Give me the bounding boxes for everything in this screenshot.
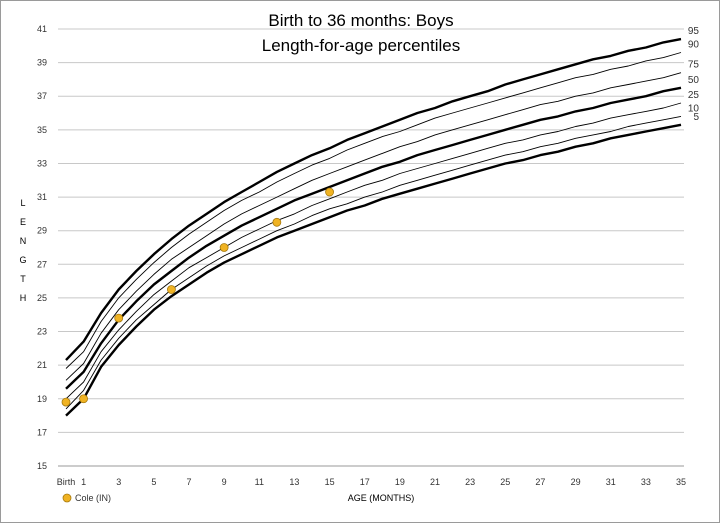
x-tick-label: 33: [641, 477, 651, 487]
percentile-label-50: 50: [688, 75, 700, 86]
x-tick-label: 3: [116, 477, 121, 487]
x-tick-label: 15: [325, 477, 335, 487]
x-tick-label: 23: [465, 477, 475, 487]
data-point: [272, 217, 282, 227]
percentile-line-95: [65, 37, 682, 361]
y-tick-label: 25: [37, 293, 47, 303]
legend-marker: [62, 493, 72, 503]
percentile-label-75: 75: [688, 60, 700, 71]
data-point: [61, 397, 71, 407]
data-point: [325, 187, 334, 197]
y-tick-label: 17: [37, 427, 47, 437]
y-tick-label: 33: [37, 158, 47, 168]
legend-label: Cole (IN): [75, 493, 111, 503]
percentile-label-10: 10: [688, 103, 700, 114]
y-tick-label: 35: [37, 125, 47, 135]
percentile-line-75: [65, 72, 682, 381]
x-tick-label: 25: [500, 477, 510, 487]
grid-layer: [58, 28, 684, 467]
percentile-line-50: [65, 86, 682, 390]
y-tick-label: 19: [37, 394, 47, 404]
x-tick-label: 5: [151, 477, 156, 487]
y-tick-label: 37: [37, 91, 47, 101]
percentile-line-90: [65, 52, 682, 369]
x-tick-label: 31: [606, 477, 616, 487]
points-layer: [61, 187, 334, 407]
y-tick-label: 39: [37, 58, 47, 68]
data-point: [79, 394, 88, 404]
x-tick-label: 29: [571, 477, 581, 487]
percentile-line-5: [65, 123, 682, 417]
y-tick-label: 27: [37, 259, 47, 269]
x-tick-label: 7: [186, 477, 191, 487]
x-tick-label: 1: [81, 477, 86, 487]
x-tick-label: 19: [395, 477, 405, 487]
y-tick-label: 31: [37, 192, 47, 202]
series-layer: [65, 37, 682, 417]
y-tick-label: 23: [37, 327, 47, 337]
y-tick-label: 41: [37, 24, 47, 34]
legend: Cole (IN): [62, 493, 111, 503]
x-tick-label: 27: [535, 477, 545, 487]
x-tick-label: 9: [222, 477, 227, 487]
percentile-label-90: 90: [688, 40, 700, 51]
y-tick-label: 29: [37, 226, 47, 236]
x-tick-label: Birth: [57, 477, 76, 487]
percentile-label-5: 5: [693, 112, 699, 123]
percentile-line-25: [65, 102, 682, 400]
data-point: [114, 313, 124, 323]
x-tick-label: 35: [676, 477, 686, 487]
data-point: [219, 243, 229, 252]
x-tick-label: 21: [430, 477, 440, 487]
chart-subtitle: Length-for-age percentiles: [262, 36, 460, 55]
x-tick-label: 17: [360, 477, 370, 487]
y-tick-label: 21: [37, 360, 47, 370]
chart-title: Birth to 36 months: Boys: [268, 11, 453, 30]
data-point: [167, 285, 176, 294]
y-tick-label: 15: [37, 461, 47, 471]
percentile-label-95: 95: [688, 26, 700, 37]
x-tick-label: 13: [289, 477, 299, 487]
x-axis-label: AGE (MONTHS): [348, 493, 415, 503]
x-tick-label: 11: [255, 477, 264, 487]
percentile-label-25: 25: [688, 90, 700, 101]
